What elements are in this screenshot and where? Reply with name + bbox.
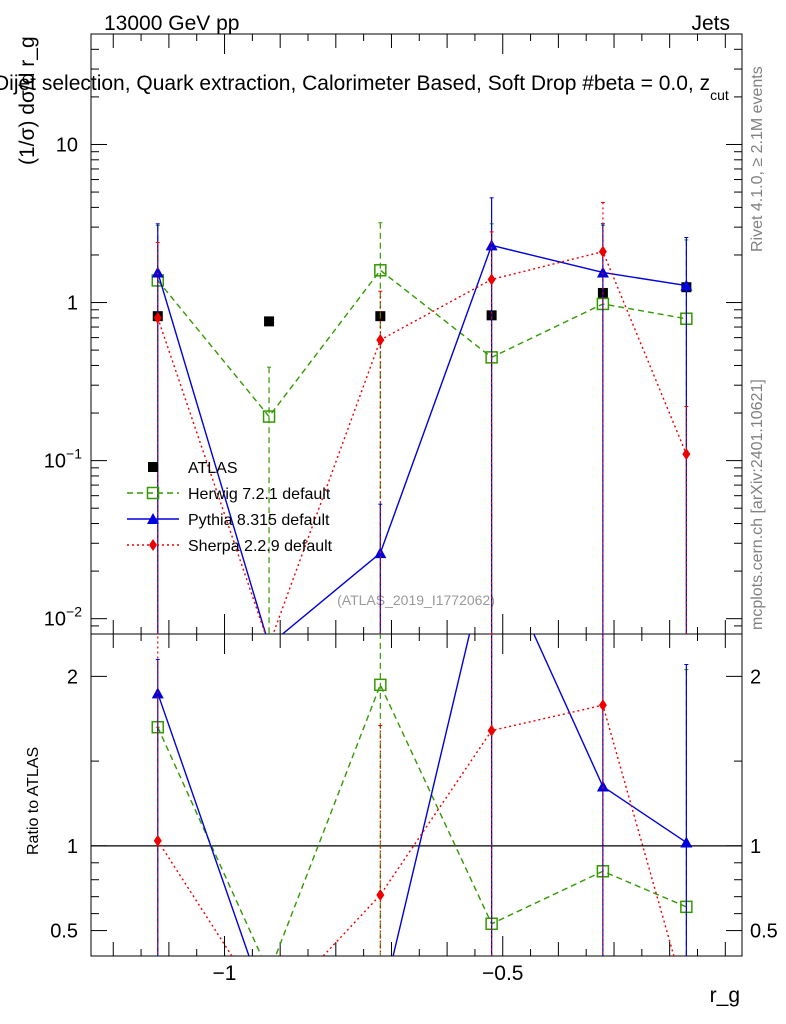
legend-label-pythia: Pythia 8.315 default xyxy=(188,512,330,529)
main-point-sherpa xyxy=(376,333,385,346)
legend-label-herwig: Herwig 7.2.1 default xyxy=(188,486,331,503)
ratio-panel-frame xyxy=(90,633,743,957)
ratio-y-tick-label-left: 2 xyxy=(67,666,78,688)
ratio-point-sherpa xyxy=(487,724,496,737)
main-y-tick-label: 10−2 xyxy=(44,604,82,631)
ratio-point-pythia xyxy=(263,1008,275,1019)
ratio-point-herwig xyxy=(264,967,275,978)
ratio-point-sherpa xyxy=(598,699,607,712)
ratio-point-sherpa xyxy=(153,834,162,847)
x-axis-label: r_g xyxy=(710,984,740,1007)
main-series-pythia xyxy=(151,197,693,650)
legend-label-sherpa: Sherpa 2.2.9 default xyxy=(188,538,333,555)
legend-entry-herwig: Herwig 7.2.1 default xyxy=(127,486,331,503)
ratio-y-tick-label-right: 2 xyxy=(750,666,761,688)
main-series-sherpa xyxy=(153,201,691,651)
plot-title: Dijet selection, Quark extraction, Calor… xyxy=(0,72,729,103)
ratio-line-sherpa xyxy=(157,704,675,956)
main-point-pythia xyxy=(596,266,609,278)
ratio-point-pythia xyxy=(374,1004,386,1015)
main-point-herwig xyxy=(374,264,387,277)
ratio-point-herwig xyxy=(374,678,387,692)
legend-entry-sherpa: Sherpa 2.2.9 default xyxy=(127,538,333,555)
rivet-label: Rivet 4.1.0, ≥ 2.1M events xyxy=(749,66,766,252)
main-point-pythia xyxy=(680,279,693,291)
main-series-herwig xyxy=(151,222,693,634)
main-point-sherpa xyxy=(598,245,607,258)
main-series-atlas xyxy=(152,282,692,327)
main-y-tick-base: 10 xyxy=(56,134,78,156)
main-line-herwig xyxy=(157,269,687,418)
plot-title-main: Dijet selection, Quark extraction, Calor… xyxy=(0,72,710,95)
header-right: Jets xyxy=(691,12,730,35)
main-y-tick-label: 1 xyxy=(67,293,78,315)
legend-marker-atlas xyxy=(148,462,158,472)
main-line-sherpa xyxy=(157,250,688,634)
legend-marker-sherpa xyxy=(149,539,157,551)
main-y-tick-base: 10 xyxy=(44,609,66,631)
ratio-line-pythia xyxy=(157,634,687,956)
analysis-watermark: (ATLAS_2019_I1772062) xyxy=(337,592,495,608)
main-line-pythia xyxy=(157,244,687,634)
mcplots-label: mcplots.cern.ch [arXiv:2401.10621] xyxy=(749,379,766,630)
main-y-tick-label: 10 xyxy=(56,134,78,156)
main-point-pythia xyxy=(485,239,498,251)
legend-entry-atlas: ATLAS xyxy=(148,460,238,477)
legend-marker-pythia xyxy=(147,513,159,524)
x-tick-label: −0.5 xyxy=(482,962,523,985)
main-point-pythia xyxy=(151,266,164,278)
main-y-tick-base: 10 xyxy=(44,451,66,473)
main-y-tick-exponent: −1 xyxy=(66,446,82,462)
ratio-point-sherpa xyxy=(376,888,385,901)
ratio-y-tick-label-left: 1 xyxy=(67,836,78,858)
main-point-sherpa xyxy=(153,311,162,324)
main-y-tick-label: 10−1 xyxy=(44,446,82,473)
main-point-pythia xyxy=(263,639,275,650)
ratio-point-sherpa xyxy=(682,994,690,1006)
legend-label-atlas: ATLAS xyxy=(188,460,238,477)
ratio-point-pythia xyxy=(680,836,693,848)
ratio-y-axis-label: Ratio to ATLAS xyxy=(25,747,42,855)
ratio-y-tick-label-right: 0.5 xyxy=(750,921,778,943)
main-y-tick-base: 1 xyxy=(67,293,78,315)
main-point-herwig xyxy=(262,410,276,423)
ratio-series-herwig xyxy=(151,634,693,978)
plot-title-subscript: cut xyxy=(710,87,729,103)
main-point-sherpa xyxy=(487,273,496,286)
legend-marker-herwig xyxy=(146,486,160,500)
ratio-series-sherpa xyxy=(153,634,690,1020)
ratio-y-tick-label-right: 1 xyxy=(750,836,761,858)
main-y-tick-exponent: −2 xyxy=(66,604,82,620)
main-point-sherpa xyxy=(682,448,691,461)
main-point-atlas xyxy=(264,316,275,327)
header-left: 13000 GeV pp xyxy=(104,12,239,35)
ratio-point-pythia xyxy=(596,780,609,792)
main-y-axis-label-text: (1/σ) dσ/d r_g xyxy=(16,36,39,165)
ratio-y-tick-label-left: 0.5 xyxy=(50,921,78,943)
main-point-sherpa xyxy=(265,639,273,651)
x-tick-label: −1 xyxy=(213,962,237,985)
ratio-point-sherpa xyxy=(265,1008,273,1020)
main-y-axis-label: (1/σ) dσ/d r_g xyxy=(16,36,39,165)
ratio-line-herwig xyxy=(157,683,687,956)
legend-entry-pythia: Pythia 8.315 default xyxy=(127,512,330,529)
